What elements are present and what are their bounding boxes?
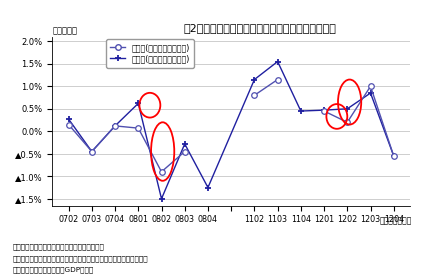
Legend: 試算値(うるう年調整あり), 公表値(うるう年調整なし): 試算値(うるう年調整あり), 公表値(うるう年調整なし) xyxy=(106,39,194,68)
Text: （年・四半期）: （年・四半期） xyxy=(380,216,412,225)
Text: （前期比）: （前期比） xyxy=(52,26,77,35)
Text: 試算値は原系列の公表値にうる年要因を入れて季節調整をかけた: 試算値は原系列の公表値にうる年要因を入れて季節調整をかけた xyxy=(13,255,148,262)
Text: （資料）内閣府「四半期別GDP速報」: （資料）内閣府「四半期別GDP速報」 xyxy=(13,267,94,273)
Title: 図2　うるう年調整の有無で変わる個人消費の伸び: 図2 うるう年調整の有無で変わる個人消費の伸び xyxy=(183,23,336,33)
Text: （注）実質民間消費（季節調整値）の前期比。: （注）実質民間消費（季節調整値）の前期比。 xyxy=(13,243,105,250)
